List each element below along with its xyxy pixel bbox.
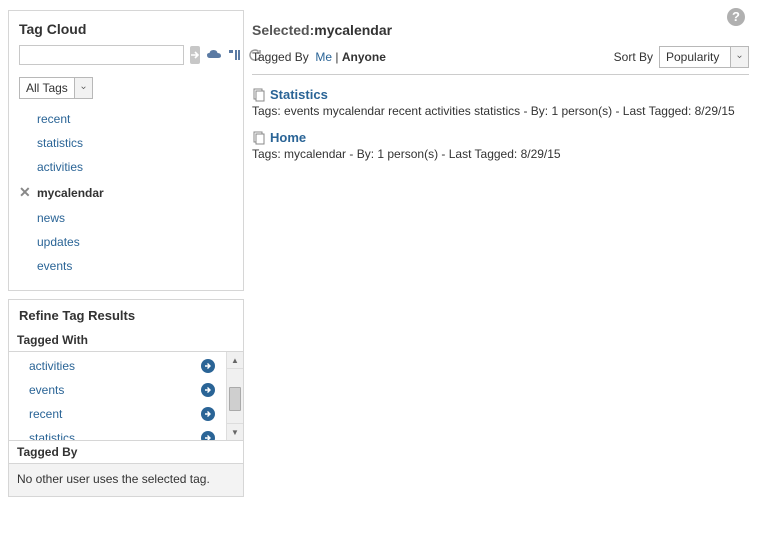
result-item: Home Tags: mycalendar - By: 1 person(s) -… bbox=[252, 130, 749, 161]
list-icon[interactable] bbox=[228, 46, 242, 64]
selected-label: Selected: bbox=[252, 22, 314, 38]
tagged-with-heading: Tagged With bbox=[9, 329, 243, 351]
tagged-with-row: activities bbox=[13, 354, 221, 378]
sort-by-value: Popularity bbox=[660, 50, 730, 64]
filter-me-link[interactable]: Me bbox=[315, 50, 332, 64]
tag-cloud-panel: Tag Cloud All Tags bbox=[8, 10, 244, 291]
page-icon bbox=[252, 88, 266, 102]
result-meta: Tags: mycalendar - By: 1 person(s) - Las… bbox=[252, 147, 749, 161]
tag-item: recent bbox=[19, 107, 233, 131]
help-icon[interactable]: ? bbox=[727, 8, 745, 26]
results-list: Statistics Tags: events mycalendar recent… bbox=[252, 87, 749, 161]
tagged-with-link[interactable]: recent bbox=[29, 407, 62, 421]
remove-tag-icon[interactable]: ✕ bbox=[19, 184, 33, 201]
tag-link[interactable]: events bbox=[37, 259, 72, 273]
result-title-link[interactable]: Home bbox=[270, 130, 306, 145]
refine-title: Refine Tag Results bbox=[9, 300, 243, 329]
tagged-by-heading: Tagged By bbox=[9, 441, 243, 463]
tagged-by-box: No other user uses the selected tag. bbox=[9, 463, 243, 496]
selected-line: Selected:mycalendar bbox=[252, 22, 749, 38]
cloud-icon[interactable] bbox=[206, 46, 222, 64]
tagged-with-row: statistics bbox=[13, 426, 221, 440]
selected-value: mycalendar bbox=[314, 22, 392, 38]
tag-item: ✕ mycalendar bbox=[19, 179, 233, 206]
add-tag-icon[interactable] bbox=[201, 431, 215, 440]
tag-item: statistics bbox=[19, 131, 233, 155]
tag-scope-dropdown[interactable]: All Tags bbox=[19, 77, 93, 99]
tagged-with-row: events bbox=[13, 378, 221, 402]
refine-panel: Refine Tag Results Tagged With activitie… bbox=[8, 299, 244, 497]
tag-item: updates bbox=[19, 230, 233, 254]
filter-anyone-active: Anyone bbox=[342, 50, 386, 64]
tag-search-input[interactable] bbox=[19, 45, 184, 65]
tagged-with-row: recent bbox=[13, 402, 221, 426]
tag-link[interactable]: statistics bbox=[37, 136, 83, 150]
tag-link[interactable]: activities bbox=[37, 160, 83, 174]
tagged-with-link[interactable]: activities bbox=[29, 359, 75, 373]
tag-label-selected: mycalendar bbox=[37, 186, 104, 200]
tag-cloud-title: Tag Cloud bbox=[9, 11, 243, 45]
tag-link[interactable]: updates bbox=[37, 235, 80, 249]
tag-item: news bbox=[19, 206, 233, 230]
result-item: Statistics Tags: events mycalendar recent… bbox=[252, 87, 749, 118]
scroll-down-icon[interactable]: ▼ bbox=[227, 423, 243, 440]
tag-item: events bbox=[19, 254, 233, 278]
chevron-down-icon bbox=[74, 78, 92, 98]
tagged-with-link[interactable]: events bbox=[29, 383, 64, 397]
scrollbar[interactable]: ▲ ▼ bbox=[226, 352, 243, 440]
tag-link[interactable]: recent bbox=[37, 112, 70, 126]
tagged-with-box: activities events recent statistics ▲ ▼ bbox=[9, 351, 243, 441]
sort-by-dropdown[interactable]: Popularity bbox=[659, 46, 749, 68]
tag-scope-value: All Tags bbox=[20, 81, 74, 95]
add-tag-icon[interactable] bbox=[201, 407, 215, 421]
tag-link[interactable]: news bbox=[37, 211, 65, 225]
go-icon[interactable] bbox=[190, 46, 200, 64]
tag-item: activities bbox=[19, 155, 233, 179]
sort-by-label: Sort By bbox=[614, 50, 653, 64]
page-icon bbox=[252, 131, 266, 145]
add-tag-icon[interactable] bbox=[201, 383, 215, 397]
chevron-down-icon bbox=[730, 47, 748, 67]
tagged-by-filter: Tagged By Me | Anyone bbox=[252, 50, 386, 64]
scroll-up-icon[interactable]: ▲ bbox=[227, 352, 243, 369]
tagged-by-label: Tagged By bbox=[252, 50, 309, 64]
add-tag-icon[interactable] bbox=[201, 359, 215, 373]
result-title-link[interactable]: Statistics bbox=[270, 87, 328, 102]
result-meta: Tags: events mycalendar recent activitie… bbox=[252, 104, 749, 118]
tagged-by-message: No other user uses the selected tag. bbox=[9, 464, 243, 496]
tagged-with-link[interactable]: statistics bbox=[29, 431, 75, 440]
tag-list: recent statistics activities ✕ mycalendar new… bbox=[9, 107, 243, 290]
